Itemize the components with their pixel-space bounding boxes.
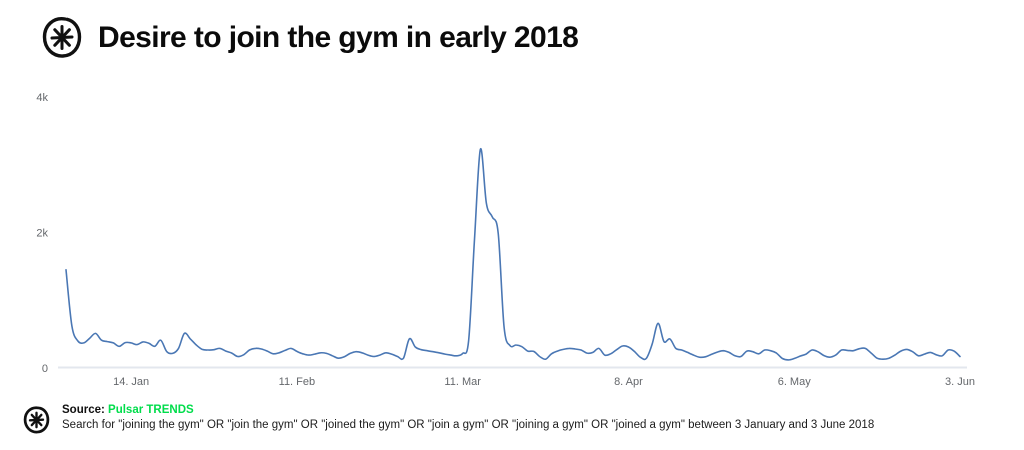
source-label: Source: (62, 404, 105, 416)
source-name: Pulsar TRENDS (108, 404, 194, 416)
y-tick-label: 2k (36, 228, 48, 240)
x-tick-label: 14. Jan (113, 376, 149, 388)
y-axis-tick-labels: 0 2k 4k (36, 92, 48, 375)
x-tick-label: 6. May (778, 376, 812, 388)
y-tick-label: 0 (42, 363, 48, 375)
footer: Source: Pulsar TRENDS Search for "joinin… (22, 403, 874, 435)
pulsar-logo-icon (40, 14, 84, 61)
series-line (65, 148, 961, 361)
search-query-text: Search for "joining the gym" OR "join th… (62, 419, 875, 431)
x-axis-tick-labels: 14. Jan 11. Feb 11. Mar 8. Apr 6. May 3. Jun (113, 376, 975, 388)
x-tick-label: 11. Mar (444, 376, 481, 388)
chart-area: 0 2k 4k 14. Jan 11. Feb 11. Mar 8. Apr 6. May 3… (0, 85, 1024, 397)
source-block: Source: Pulsar TRENDS Search for "joinin… (62, 403, 874, 432)
trend-line-chart: 0 2k 4k 14. Jan 11. Feb 11. Mar 8. Apr 6. May 3… (36, 92, 975, 388)
source-line: Source: Pulsar TRENDS (62, 403, 874, 417)
x-tick-label: 3. Jun (945, 376, 975, 388)
pulsar-logo-icon (22, 405, 51, 435)
y-tick-label: 4k (36, 92, 48, 104)
page-title: Desire to join the gym in early 2018 (98, 20, 579, 54)
x-tick-label: 8. Apr (614, 376, 643, 388)
x-tick-label: 11. Feb (279, 376, 316, 388)
header: Desire to join the gym in early 2018 (40, 14, 579, 61)
